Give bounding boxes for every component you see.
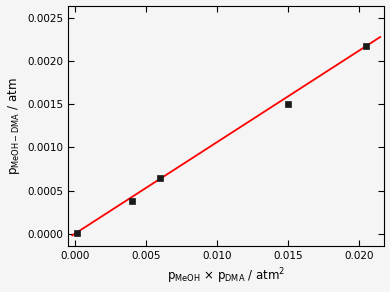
Y-axis label: p$_{\mathregular{MeOH-DMA}}$ / atm: p$_{\mathregular{MeOH-DMA}}$ / atm [5, 77, 21, 175]
X-axis label: p$_{\mathregular{MeOH}}$ × p$_{\mathregular{DMA}}$ / atm$^{\mathregular{2}}$: p$_{\mathregular{MeOH}}$ × p$_{\mathregu… [167, 267, 285, 286]
